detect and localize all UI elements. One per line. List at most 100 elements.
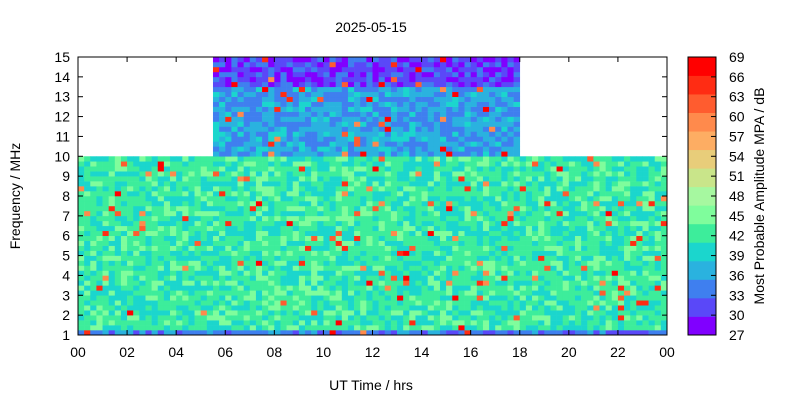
heatmap-cell — [519, 156, 527, 162]
heatmap-cell — [642, 166, 649, 172]
heatmap-cell — [556, 325, 563, 331]
heatmap-cell — [243, 305, 251, 311]
heatmap-cell — [574, 255, 582, 261]
heatmap-cell — [243, 320, 251, 326]
heatmap-cell — [292, 205, 300, 212]
heatmap-cell — [378, 220, 386, 227]
heatmap-cell — [495, 171, 502, 177]
heatmap-cell — [519, 166, 527, 172]
heatmap-cell — [617, 215, 625, 222]
heatmap-cell — [556, 166, 563, 172]
heatmap-cell — [433, 171, 441, 177]
heatmap-cell — [274, 71, 281, 78]
heatmap-cell — [96, 285, 103, 291]
heatmap-cell — [249, 57, 257, 63]
heatmap-cell — [206, 196, 214, 202]
heatmap-cell — [133, 200, 140, 207]
heatmap-cell — [305, 260, 312, 266]
heatmap-cell — [599, 270, 606, 276]
heatmap-cell — [464, 101, 471, 107]
heatmap-cell — [243, 295, 251, 301]
heatmap-cell — [329, 295, 336, 301]
heatmap-cell — [446, 240, 453, 246]
heatmap-cell — [519, 240, 527, 246]
heatmap-cell — [231, 131, 238, 137]
heatmap-cell — [544, 255, 551, 261]
heatmap-cell — [317, 121, 324, 127]
heatmap-cell — [182, 270, 189, 276]
heatmap-cell — [372, 295, 379, 301]
heatmap-cell — [403, 176, 410, 182]
heatmap-cell — [378, 196, 386, 202]
heatmap-cell — [317, 325, 324, 331]
heatmap-cell — [495, 235, 502, 241]
heatmap-cell — [409, 210, 416, 217]
heatmap-cell — [550, 305, 557, 311]
heatmap-cell — [96, 270, 103, 276]
heatmap-cell — [280, 176, 287, 182]
heatmap-cell — [212, 96, 220, 102]
heatmap-cell — [249, 121, 257, 127]
heatmap-cell — [114, 235, 122, 241]
heatmap-cell — [194, 245, 202, 251]
heatmap-cell — [292, 81, 300, 88]
heatmap-cell — [225, 191, 232, 197]
heatmap-cell — [317, 300, 324, 306]
heatmap-cell — [212, 101, 220, 107]
heatmap-cell — [329, 81, 336, 88]
heatmap-cell — [280, 245, 287, 251]
heatmap-cell — [206, 200, 214, 207]
heatmap-cell — [200, 191, 208, 197]
heatmap-cell — [231, 111, 238, 117]
heatmap-cell — [532, 210, 539, 217]
heatmap-cell — [458, 71, 465, 78]
heatmap-cell — [145, 250, 152, 256]
heatmap-cell — [372, 250, 379, 256]
heatmap-cell — [366, 81, 373, 88]
heatmap-cell — [170, 275, 177, 281]
heatmap-cell — [532, 235, 539, 241]
heatmap-cell — [415, 141, 422, 147]
heatmap-cell — [286, 96, 294, 102]
heatmap-cell — [501, 111, 508, 117]
x-axis-label: UT Time / hrs — [329, 377, 413, 393]
heatmap-cell — [556, 220, 563, 227]
heatmap-cell — [446, 181, 453, 187]
heatmap-cell — [249, 191, 257, 197]
heatmap-cell — [648, 196, 656, 202]
heatmap-cell — [421, 126, 429, 132]
heatmap-cell — [262, 255, 269, 261]
heatmap-cell — [654, 215, 662, 222]
heatmap-cell — [587, 260, 594, 266]
heatmap-cell — [587, 290, 594, 296]
heatmap-cell — [280, 171, 287, 177]
heatmap-cell — [262, 71, 269, 78]
heatmap-cell — [464, 161, 471, 167]
heatmap-cell — [341, 315, 349, 321]
heatmap-cell — [660, 171, 668, 177]
heatmap-cell — [372, 136, 379, 142]
heatmap-cell — [127, 200, 134, 207]
heatmap-cell — [305, 171, 312, 177]
heatmap-cell — [114, 270, 122, 276]
heatmap-cell — [476, 260, 484, 266]
heatmap-cell — [403, 61, 410, 68]
heatmap-cell — [372, 96, 379, 102]
heatmap-cell — [636, 166, 643, 172]
heatmap-cell — [341, 200, 349, 207]
heatmap-cell — [574, 210, 582, 217]
heatmap-cell — [568, 161, 576, 167]
heatmap-cell — [145, 305, 152, 311]
heatmap-cell — [139, 210, 146, 217]
heatmap-cell — [397, 131, 404, 137]
heatmap-cell — [354, 196, 361, 202]
heatmap-cell — [427, 205, 435, 212]
heatmap-cell — [311, 295, 318, 301]
heatmap-cell — [562, 260, 570, 266]
heatmap-cell — [360, 215, 367, 222]
heatmap-cell — [163, 310, 171, 316]
heatmap-cell — [225, 131, 232, 137]
heatmap-cell — [329, 131, 336, 137]
heatmap-cell — [415, 131, 422, 137]
heatmap-cell — [415, 285, 422, 291]
